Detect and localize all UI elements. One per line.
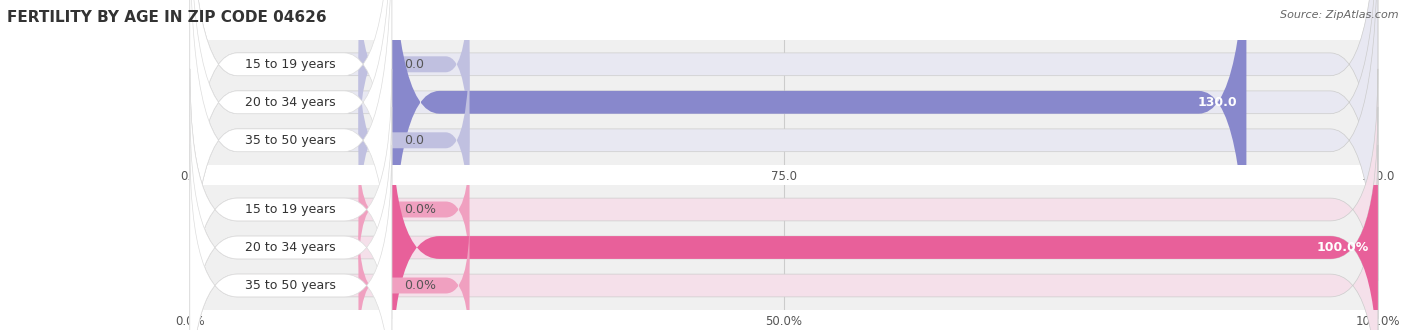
- FancyBboxPatch shape: [359, 217, 470, 330]
- FancyBboxPatch shape: [190, 145, 1378, 330]
- Text: 100.0%: 100.0%: [1316, 241, 1368, 254]
- FancyBboxPatch shape: [359, 34, 470, 246]
- Text: 0.0: 0.0: [404, 134, 423, 147]
- FancyBboxPatch shape: [190, 0, 1378, 319]
- Text: 15 to 19 years: 15 to 19 years: [246, 58, 336, 71]
- Text: 15 to 19 years: 15 to 19 years: [246, 203, 336, 216]
- FancyBboxPatch shape: [359, 142, 470, 278]
- FancyBboxPatch shape: [190, 0, 392, 281]
- Text: 0.0: 0.0: [404, 58, 423, 71]
- FancyBboxPatch shape: [359, 0, 470, 170]
- Text: 35 to 50 years: 35 to 50 years: [246, 279, 336, 292]
- FancyBboxPatch shape: [190, 0, 392, 319]
- FancyBboxPatch shape: [392, 0, 1246, 319]
- FancyBboxPatch shape: [392, 107, 1378, 330]
- Text: 130.0: 130.0: [1198, 96, 1237, 109]
- FancyBboxPatch shape: [190, 107, 392, 330]
- FancyBboxPatch shape: [190, 145, 392, 330]
- FancyBboxPatch shape: [190, 69, 392, 330]
- Text: 20 to 34 years: 20 to 34 years: [246, 241, 336, 254]
- Text: Source: ZipAtlas.com: Source: ZipAtlas.com: [1281, 10, 1399, 20]
- Text: 20 to 34 years: 20 to 34 years: [246, 96, 336, 109]
- FancyBboxPatch shape: [190, 0, 1378, 330]
- FancyBboxPatch shape: [190, 0, 392, 330]
- Text: 0.0%: 0.0%: [404, 203, 436, 216]
- Text: 0.0%: 0.0%: [404, 279, 436, 292]
- Text: FERTILITY BY AGE IN ZIP CODE 04626: FERTILITY BY AGE IN ZIP CODE 04626: [7, 10, 326, 25]
- FancyBboxPatch shape: [190, 69, 1378, 330]
- Text: 35 to 50 years: 35 to 50 years: [246, 134, 336, 147]
- FancyBboxPatch shape: [190, 107, 1378, 330]
- FancyBboxPatch shape: [190, 0, 1378, 281]
